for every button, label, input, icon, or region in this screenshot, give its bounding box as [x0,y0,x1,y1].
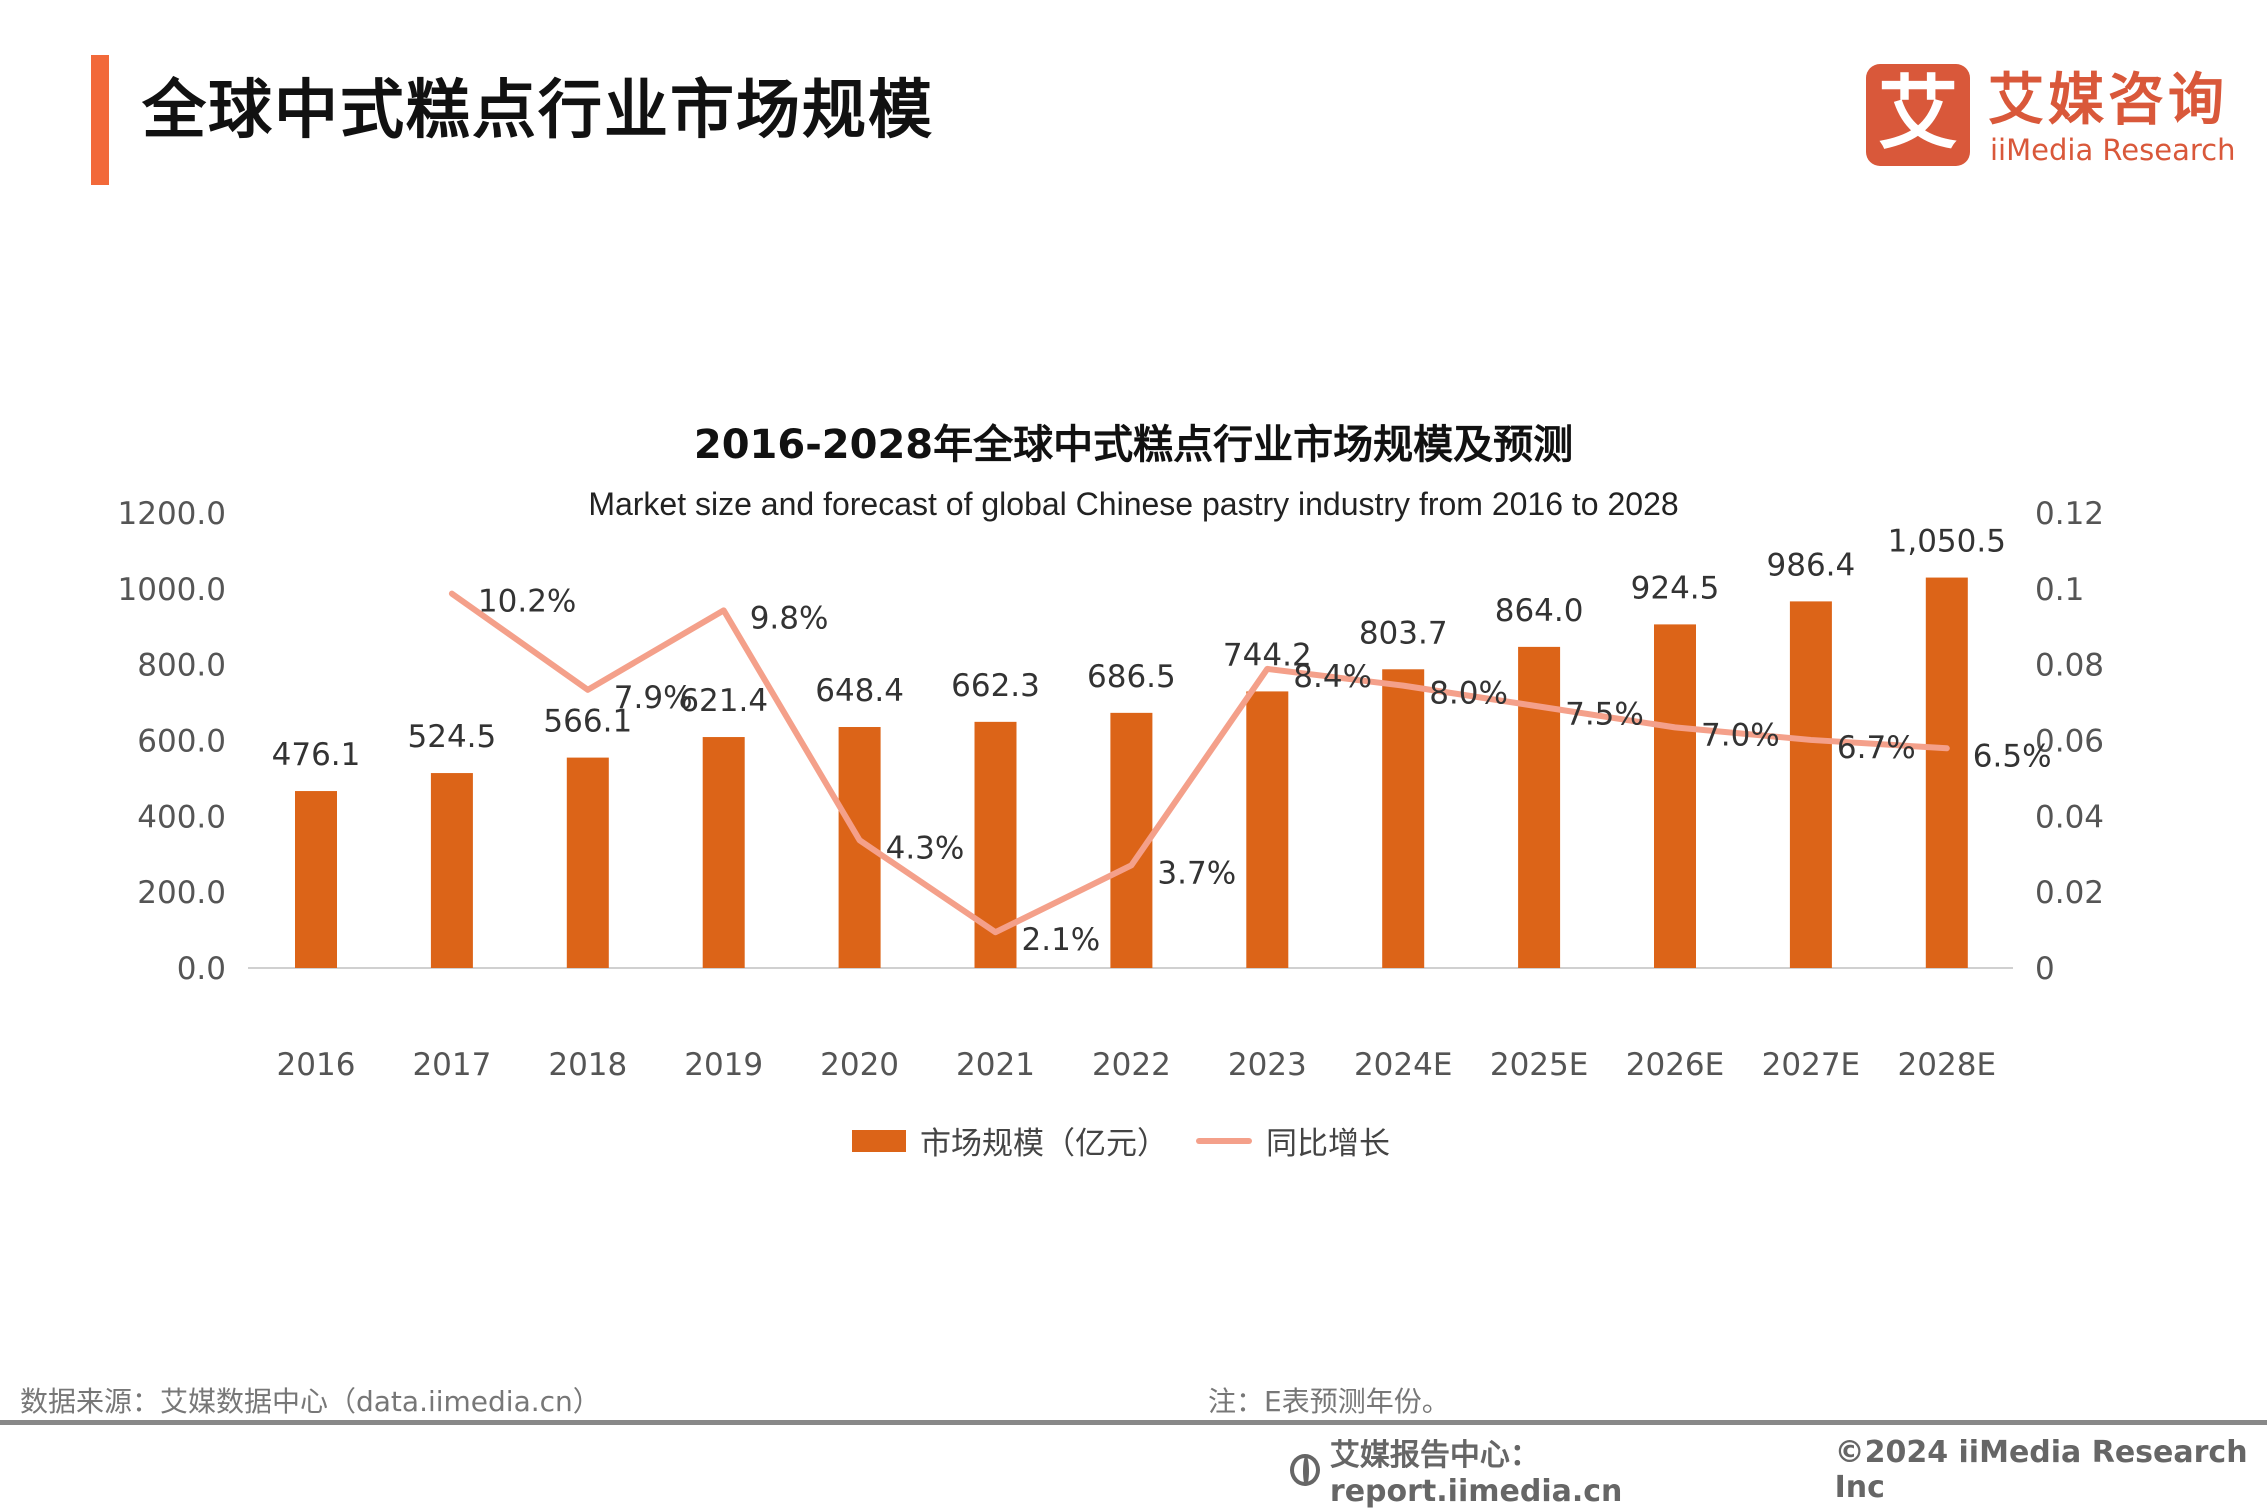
x-tick-label: 2019 [684,1047,763,1083]
title-accent-bar [91,55,109,185]
bar-value-label: 803.7 [1359,615,1448,651]
y-right-tick-label: 0.1 [2035,572,2084,608]
y-right-tick-label: 0.06 [2035,724,2104,760]
bar-value-label: 686.5 [1087,659,1176,695]
growth-value-label: 9.8% [750,600,829,636]
x-tick-label: 2026E [1626,1047,1724,1083]
y-right-tick-label: 0.12 [2035,496,2104,532]
copyright: ©2024 iiMedia Research Inc [1834,1434,2248,1505]
x-tick-label: 2017 [412,1047,491,1083]
x-tick-label: 2027E [1762,1047,1860,1083]
bar-value-label: 476.1 [272,737,361,773]
y-right-tick-label: 0 [2035,951,2055,987]
y-left-tick-label: 1200.0 [118,496,226,532]
bar-value-label: 864.0 [1495,593,1584,629]
x-tick-label: 2025E [1490,1047,1588,1083]
bar [430,773,473,968]
page-title: 全球中式糕点行业市场规模 [142,74,934,148]
report-center-link[interactable]: 艾媒报告中心：report.iimedia.cn [1329,1438,1623,1509]
y-left-tick-label: 200.0 [137,875,226,911]
bar [295,791,337,968]
growth-point [994,931,997,934]
x-tick-label: 2022 [1092,1047,1171,1083]
bar [1789,601,1832,968]
chart-legend: 市场规模（亿元） 同比增长 [852,1118,1390,1163]
legend-label-growth: 同比增长 [1266,1126,1390,1162]
bar-value-label: 744.2 [1223,637,1312,673]
brand-name-en: iiMedia Research [1990,133,2236,167]
forecast-note: 注：E表预测年份。 [1208,1385,1450,1418]
growth-value-label: 6.5% [1973,738,2052,774]
y-right-tick-label: 0.02 [2035,875,2104,911]
x-tick-label: 2028E [1898,1047,1996,1083]
bar [702,737,745,968]
y-left-tick-label: 400.0 [137,799,226,835]
growth-value-label: 3.7% [1157,855,1236,891]
globe-icon [1290,1453,1320,1486]
growth-point [1674,726,1676,729]
growth-value-label: 4.3% [886,830,965,866]
x-tick-label: 2023 [1228,1047,1307,1083]
bar-value-label: 524.5 [408,719,497,755]
bar [566,757,609,968]
legend-swatch-market-size [852,1129,906,1152]
growth-value-label: 7.9% [614,680,693,716]
bar-value-label: 662.3 [951,668,1040,704]
growth-point [1945,747,1948,750]
bar-value-label: 648.4 [815,673,904,709]
growth-point [1538,705,1541,708]
y-left-tick-label: 600.0 [137,724,226,760]
y-right-tick-label: 0.08 [2035,648,2104,684]
legend-swatch-growth [1196,1137,1252,1144]
growth-point [1402,684,1405,687]
bar-value-label: 1,050.5 [1888,524,2006,560]
legend-label-market-size: 市场规模（亿元） [920,1126,1168,1162]
growth-point [722,609,725,612]
growth-value-label: 8.0% [1429,676,1508,712]
growth-line [448,590,1950,936]
growth-point [450,592,453,595]
x-tick-label: 2020 [820,1047,899,1083]
chart-plot: 0.0 200.0 400.0 600.0 800.0 1000.0 1200.0 0 0.02… [118,496,2105,1083]
y-left-tick-label: 1000.0 [118,572,226,608]
chart-title: 2016-2028年全球中式糕点行业市场规模及预测 [693,422,1574,468]
growth-point [1266,667,1269,670]
x-tick-label: 2024E [1354,1047,1452,1083]
growth-value-label: 7.0% [1701,717,1780,753]
growth-point [1809,738,1812,741]
growth-value-label: 10.2% [478,584,576,620]
bar [1518,646,1561,968]
bar-value-label: 924.5 [1631,570,1720,606]
footer-divider [0,1420,2267,1425]
y-left-tick-label: 800.0 [137,648,226,684]
x-tick-label: 2018 [548,1047,627,1083]
growth-value-label: 7.5% [1565,697,1644,733]
footer: 艾媒报告中心：report.iimedia.cn ©2024 iiMedia R… [1290,1430,2267,1509]
growth-value-label: 6.7% [1837,730,1916,766]
growth-point [586,688,589,691]
bar [1925,577,1968,968]
bar-value-label: 986.4 [1767,547,1856,583]
bar [1382,669,1425,968]
growth-value-label: 2.1% [1022,922,1101,958]
x-tick-label: 2016 [277,1047,356,1083]
growth-point [1130,864,1133,867]
data-source: 数据来源：艾媒数据中心（data.iimedia.cn） [20,1385,601,1418]
iimedia-logo-icon: 艾 [1866,64,1970,166]
brand-name-cn: 艾媒咨询 [1988,68,2228,133]
bar [1654,624,1696,968]
x-tick-label: 2021 [956,1047,1035,1083]
growth-point [858,839,861,842]
bar [1246,691,1289,968]
growth-value-label: 8.4% [1293,659,1372,695]
chart-subtitle: Market size and forecast of global Chine… [588,486,1679,522]
bar-value-label: 566.1 [543,704,632,740]
y-left-tick-label: 0.0 [177,951,226,987]
y-right-tick-label: 0.04 [2035,799,2104,835]
bar-value-label: 621.4 [679,683,768,719]
